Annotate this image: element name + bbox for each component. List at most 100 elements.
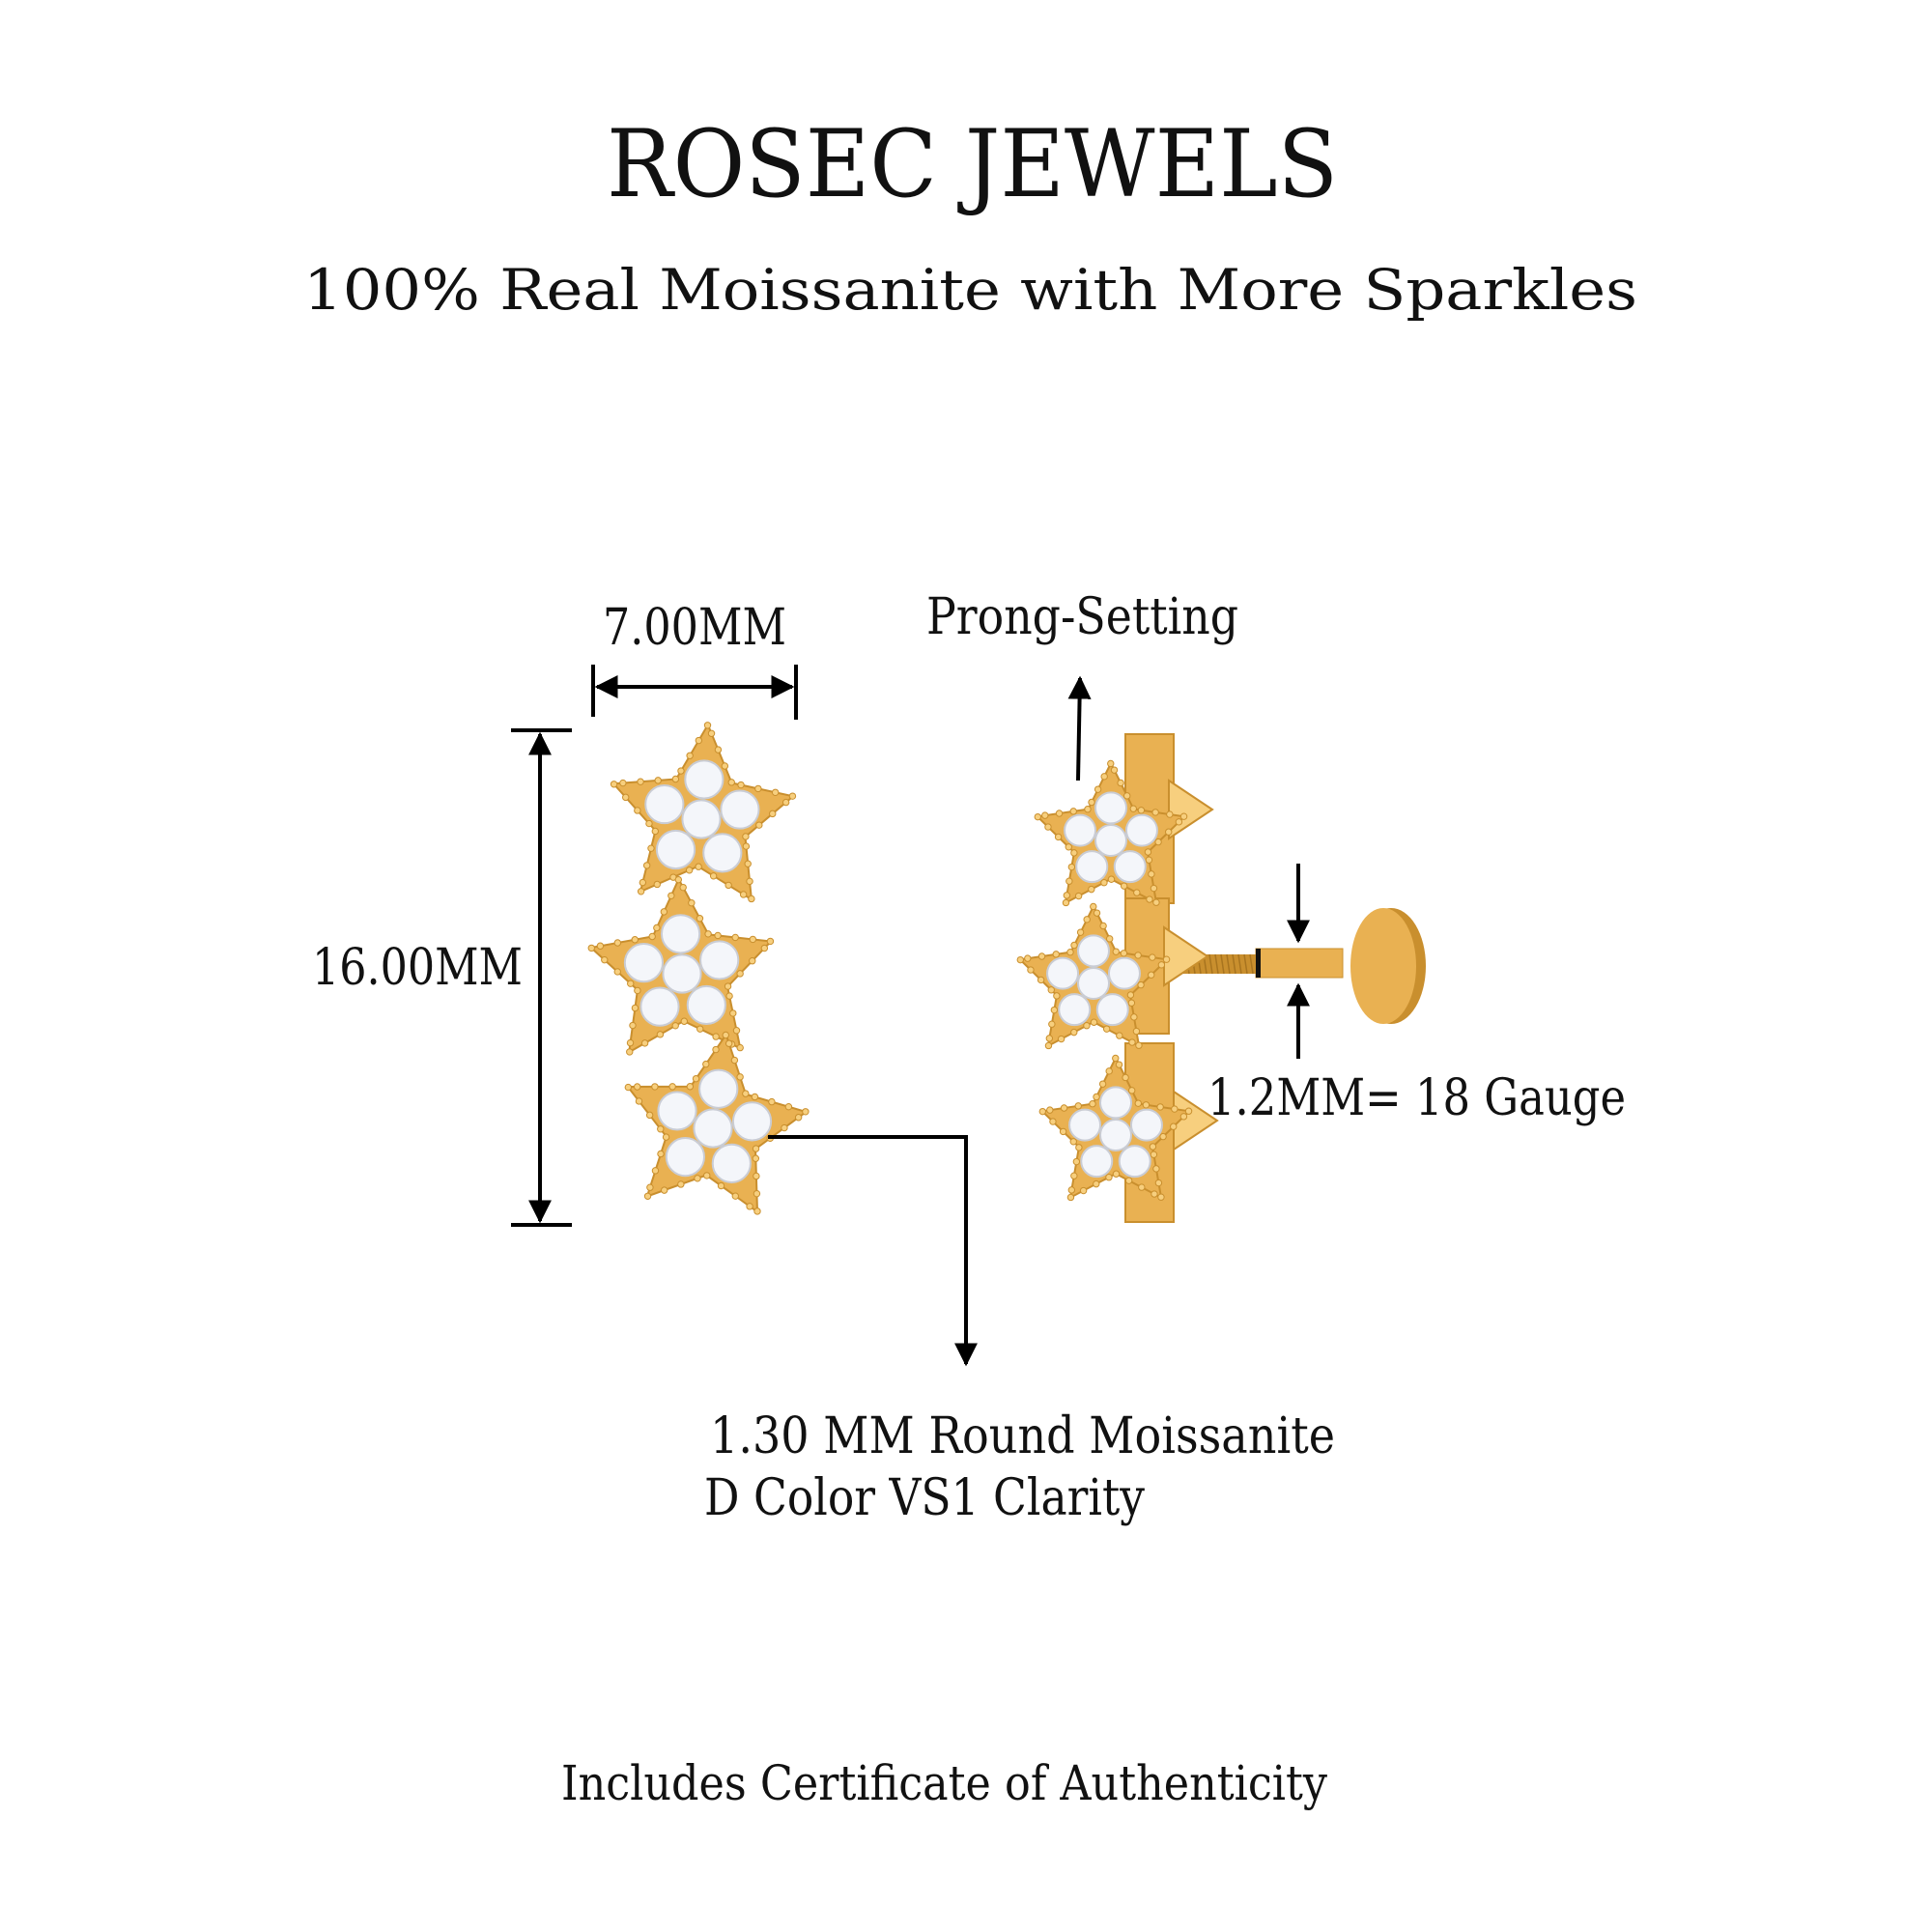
prong-bead [754,784,762,793]
prong-bead [707,729,716,737]
prong-bead [760,944,769,952]
star-charm [587,875,775,1056]
prong-bead [1034,812,1041,821]
prong-bead [660,908,668,916]
prong-bead [1154,838,1162,846]
prong-bead [721,762,729,770]
thread-line [1237,953,1242,975]
prong-bead [1102,1025,1111,1033]
prong-bead [729,1009,737,1017]
prong-bead [651,827,660,836]
thread-line [1249,953,1254,975]
prong-bead [1130,1013,1138,1021]
prong-bead [1179,812,1188,820]
prong-bead [647,844,655,852]
prong-bead [1112,948,1120,955]
moissanite-gem [660,914,701,954]
prong-bead [1083,916,1091,923]
prong-bead [1134,952,1142,959]
prong-bead [635,1097,643,1105]
prong-bead [648,932,656,941]
prong-bead [725,992,733,1000]
prong-bead [1100,879,1108,887]
prong-bead [1050,1006,1059,1014]
prong-bead [781,1123,788,1132]
prong-bead [1171,1105,1179,1113]
bar-joint [1256,949,1261,978]
moissanite-gem [1068,1108,1102,1142]
moissanite-gem [699,940,740,980]
prong-bead [1154,1179,1163,1187]
prong-bead [694,1175,701,1182]
prong-bead [639,878,647,887]
prong-bead [1142,1101,1151,1109]
prong-bead [724,982,732,990]
moissanite-gem [657,1091,697,1131]
prong-bead [1070,1172,1078,1179]
prong-bead [626,1048,634,1056]
prong-bead [737,781,745,789]
prong-bead [1083,1022,1091,1030]
prong-bead [1067,863,1076,871]
prong-bead [677,1180,685,1188]
prong-bead [702,1060,710,1068]
prong-bead [712,1033,720,1040]
prong-bead [651,1167,660,1175]
brand-title: ROSEC JEWELS [607,110,1338,218]
prong-bead [746,1203,753,1210]
prong-bead [1157,961,1166,969]
stone-quality-label: D Color VS1 Clarity [704,1469,1146,1527]
prong-bead [1179,1113,1188,1121]
prong-bead [1110,766,1119,774]
prong-bead [1057,1035,1065,1043]
prong-bead [674,875,683,884]
flat-disc-back [1350,908,1416,1024]
prong-bead [1069,808,1077,815]
moissanite-gem [655,829,696,870]
moissanite-gem [639,986,680,1027]
prong-bead [1070,1028,1078,1037]
prong-bead [596,942,605,950]
prong-bead [696,1025,704,1033]
prong-bead [753,1208,761,1215]
prong-bead [1041,811,1049,819]
prong-bead [712,1045,720,1054]
prong-bead [601,955,609,964]
prong-bead [1166,810,1174,818]
prong-bead [753,1172,760,1180]
prong-bead [637,778,644,785]
prong-bead [1072,1157,1081,1166]
star-charm [1016,902,1171,1050]
prong-bead [714,931,722,940]
moissanite-gem [681,799,722,839]
prong-bead [1145,856,1153,864]
width-label: 7.00MM [603,599,786,657]
prong-bead [722,1031,729,1039]
prong-setting-label: Prong-Setting [926,588,1238,646]
prong-bead [1070,941,1078,950]
prong-bead [1137,980,1145,989]
prong-bead [1149,1143,1157,1151]
prong-bead [748,895,755,903]
prong-bead [769,810,777,818]
tagline: 100% Real Moissanite with More Sparkles [303,257,1637,323]
prong-bead [788,792,797,800]
thread-line [1243,953,1248,975]
prong-bead [1127,1087,1136,1094]
prong-bead [771,788,780,796]
prong-bead [731,1192,739,1200]
prong-bead [1079,1186,1088,1195]
prong-bead [621,793,630,802]
prong-bead [755,821,763,829]
prong-bead [742,833,750,840]
prong-bead [613,939,622,947]
prong-bead [662,1133,670,1141]
moissanite-gem [1077,967,1110,1000]
thread-line [1226,953,1231,975]
prong-bead [631,1004,639,1012]
prong-bead [1146,895,1153,903]
prong-bead [1105,935,1114,943]
prong-bead [1107,875,1116,883]
moissanite-gem [1113,850,1147,884]
prong-bead [1105,1174,1113,1181]
